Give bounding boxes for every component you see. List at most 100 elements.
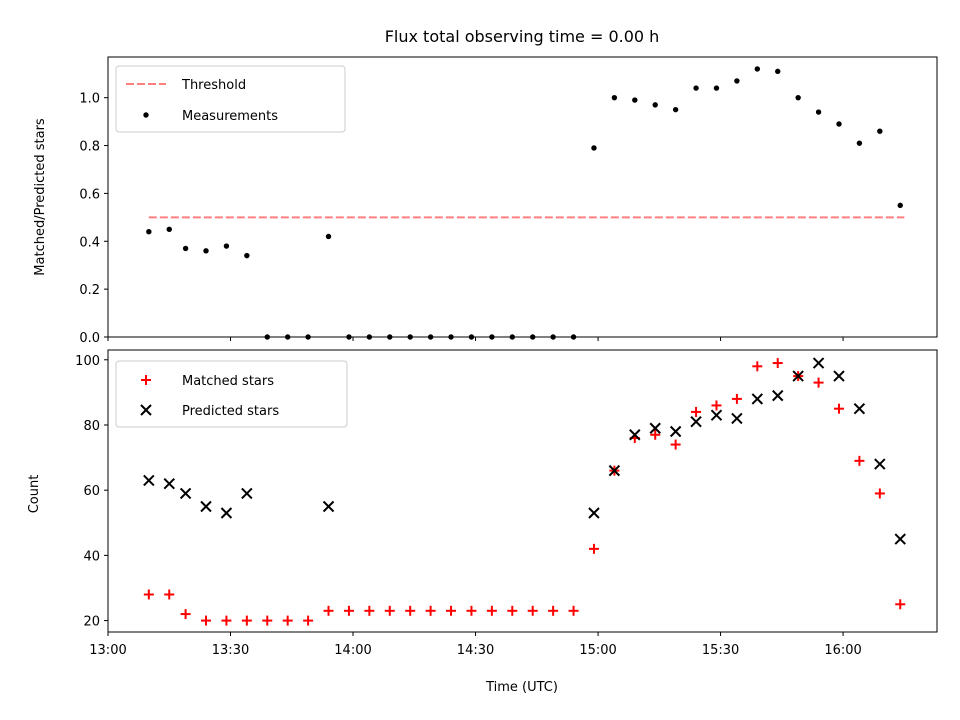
- matched-star-point: [813, 377, 824, 388]
- matched-star-point: [384, 605, 395, 616]
- measurement-point: [632, 97, 638, 103]
- predicted-star-point: [220, 507, 233, 519]
- matched-star-point: [221, 615, 232, 626]
- measurement-point: [877, 128, 883, 134]
- top-y-tick-label: 0.4: [79, 235, 100, 250]
- measurement-point: [754, 66, 761, 72]
- measurement-point: [591, 145, 597, 151]
- matched-star-point: [241, 615, 252, 626]
- predicted-star-point: [241, 487, 253, 500]
- bottom-legend-box: [115, 360, 348, 428]
- top-legend-box: [115, 65, 346, 133]
- legend-matched-swatch: [141, 375, 151, 385]
- legend-matched-marker: [141, 375, 151, 385]
- matched-star-point: [466, 605, 477, 616]
- predicted-star-point: [608, 464, 621, 477]
- matched-star-point: [405, 605, 416, 616]
- matched-star-point: [527, 605, 538, 616]
- measurement-point: [734, 78, 740, 84]
- matched-star-point: [670, 439, 681, 450]
- matched-star-point: [425, 605, 436, 616]
- measurement-point: [146, 229, 152, 235]
- predicted-star-point: [833, 370, 845, 382]
- top-chart-title: Flux total observing time = 0.00 h: [385, 27, 660, 46]
- predicted-star-point: [690, 416, 702, 428]
- measurement-point: [652, 102, 658, 108]
- matched-star-point: [507, 605, 518, 616]
- matched-star-point: [282, 615, 293, 626]
- predicted-star-point: [731, 412, 743, 425]
- top-y-tick-label: 0.6: [79, 187, 100, 202]
- legend-predicted-swatch: [140, 404, 152, 416]
- x-axis-label: Time (UTC): [485, 680, 558, 695]
- matched-star-point: [262, 615, 273, 626]
- top-y-tick-label: 0.8: [79, 140, 100, 155]
- measurement-point: [223, 243, 230, 249]
- measurement-point: [166, 226, 172, 233]
- matched-star-point: [691, 406, 702, 417]
- matched-star-point: [323, 605, 334, 616]
- bottom-y-tick-label: 100: [75, 354, 100, 369]
- top-y-axis-label: Matched/Predicted stars: [33, 118, 48, 276]
- measurement-point: [856, 140, 863, 146]
- matched-star-point: [364, 605, 375, 616]
- bottom-legend: Matched stars Predicted stars: [115, 360, 348, 428]
- x-tick-label: 13:30: [212, 643, 249, 658]
- measurement-point: [693, 85, 699, 91]
- measurement-point: [244, 252, 250, 259]
- matched-star-point: [548, 605, 559, 616]
- x-tick-label: 15:30: [702, 643, 739, 658]
- matched-star-point: [895, 599, 906, 610]
- measurement-point: [815, 109, 822, 115]
- predicted-star-point: [853, 402, 866, 415]
- matched-star-point: [874, 488, 885, 499]
- predicted-star-point: [710, 409, 723, 421]
- matched-star-point: [650, 429, 661, 440]
- legend-measurements-swatch: [143, 112, 149, 118]
- measurement-point: [611, 94, 618, 101]
- predicted-star-point: [200, 500, 212, 513]
- x-tick-label: 16:00: [824, 643, 861, 658]
- bottom-y-tick-label: 20: [83, 615, 100, 630]
- bottom-y-tick-label: 80: [83, 419, 100, 434]
- measurement-point: [182, 245, 189, 252]
- bottom-axes-frame: [107, 349, 938, 633]
- matched-star-point: [588, 543, 599, 554]
- legend-predicted-marker: [140, 404, 152, 416]
- top-y-tick-label: 1.0: [79, 92, 100, 107]
- legend-measurements-label: Measurements: [182, 109, 278, 124]
- matched-star-point: [833, 403, 844, 414]
- legend-matched-label: Matched stars: [182, 374, 274, 389]
- top-legend: Threshold Measurements: [115, 65, 346, 133]
- legend-threshold-label: Threshold: [181, 78, 246, 93]
- bottom-y-tick-label: 40: [83, 549, 100, 564]
- measurement-point: [897, 202, 903, 209]
- predicted-star-point: [588, 507, 600, 519]
- predicted-star-point: [874, 458, 886, 470]
- predicted-star-point: [649, 422, 661, 434]
- predicted-star-point: [179, 487, 192, 500]
- matched-star-point: [486, 605, 497, 616]
- matched-star-point: [303, 615, 314, 626]
- x-tick-label: 13:00: [89, 643, 126, 658]
- measurement-point: [203, 248, 209, 254]
- predicted-star-point: [629, 429, 641, 441]
- predicted-star-point: [163, 477, 175, 490]
- x-tick-label: 14:00: [334, 643, 371, 658]
- bottom-y-axis-label: Count: [27, 475, 42, 514]
- matched-star-point: [711, 400, 722, 411]
- matched-star-point: [568, 605, 579, 616]
- matched-star-point: [143, 589, 154, 600]
- matched-star-point: [772, 358, 783, 369]
- top-y-tick-label: 0.2: [79, 283, 100, 298]
- matched-star-point: [446, 605, 457, 616]
- measurement-point: [836, 121, 842, 127]
- bottom-y-tick-label: 60: [83, 484, 100, 499]
- matched-star-point: [343, 605, 354, 616]
- predicted-star-point: [322, 500, 335, 513]
- legend-predicted-label: Predicted stars: [182, 404, 279, 419]
- matched-star-point: [164, 589, 175, 600]
- predicted-star-point: [143, 474, 155, 487]
- matched-star-point: [731, 393, 742, 404]
